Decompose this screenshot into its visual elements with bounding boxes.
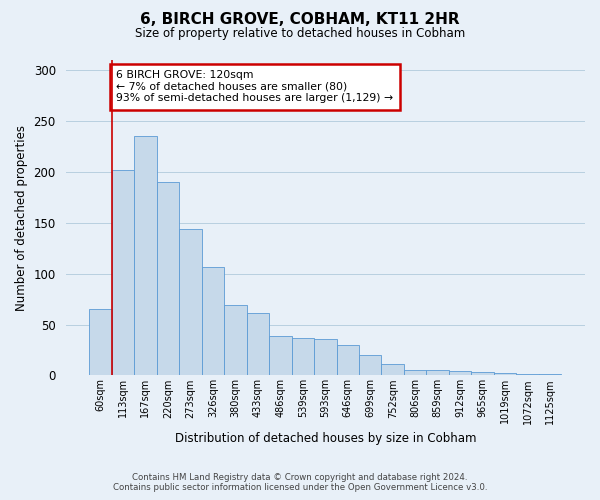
Bar bbox=[247, 314, 269, 376]
Bar bbox=[202, 266, 224, 376]
Text: Contains HM Land Registry data © Crown copyright and database right 2024.
Contai: Contains HM Land Registry data © Crown c… bbox=[113, 473, 487, 492]
Bar bbox=[89, 310, 112, 376]
Bar bbox=[292, 338, 314, 376]
Bar bbox=[494, 374, 517, 376]
Bar bbox=[224, 305, 247, 376]
Bar bbox=[472, 372, 494, 376]
Text: Size of property relative to detached houses in Cobham: Size of property relative to detached ho… bbox=[135, 28, 465, 40]
Bar bbox=[449, 372, 472, 376]
Bar bbox=[179, 229, 202, 376]
Bar bbox=[314, 339, 337, 376]
Bar bbox=[112, 170, 134, 376]
Bar bbox=[359, 355, 382, 376]
Bar bbox=[404, 370, 427, 376]
Bar bbox=[517, 374, 539, 376]
Bar bbox=[157, 182, 179, 376]
Text: 6 BIRCH GROVE: 120sqm
← 7% of detached houses are smaller (80)
93% of semi-detac: 6 BIRCH GROVE: 120sqm ← 7% of detached h… bbox=[116, 70, 393, 103]
X-axis label: Distribution of detached houses by size in Cobham: Distribution of detached houses by size … bbox=[175, 432, 476, 445]
Text: 6, BIRCH GROVE, COBHAM, KT11 2HR: 6, BIRCH GROVE, COBHAM, KT11 2HR bbox=[140, 12, 460, 28]
Bar bbox=[134, 136, 157, 376]
Bar bbox=[382, 364, 404, 376]
Bar bbox=[269, 336, 292, 376]
Bar bbox=[427, 370, 449, 376]
Y-axis label: Number of detached properties: Number of detached properties bbox=[15, 124, 28, 310]
Bar bbox=[539, 374, 562, 376]
Bar bbox=[337, 345, 359, 376]
